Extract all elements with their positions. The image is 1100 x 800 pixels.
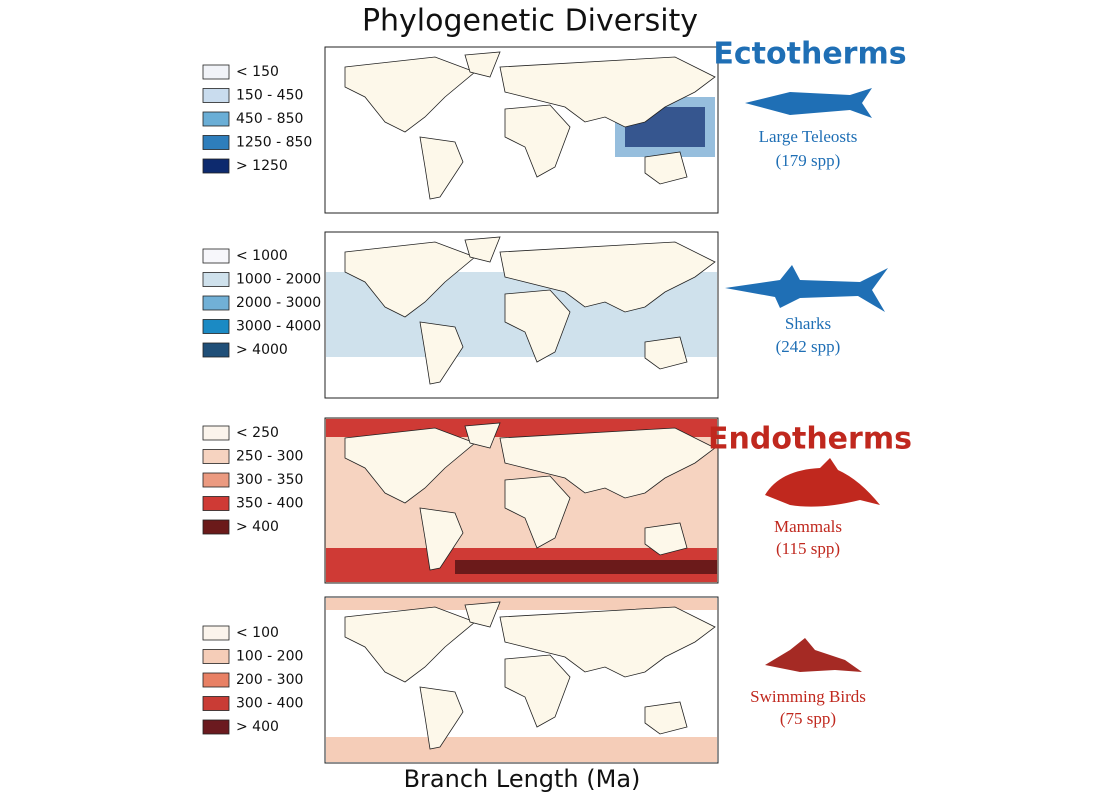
legend-swatch	[202, 88, 230, 103]
legend-label: 1000 - 2000	[236, 272, 321, 288]
legend-swatch	[202, 158, 230, 174]
legend-label: 3000 - 4000	[236, 319, 321, 335]
bird-icon	[765, 638, 862, 672]
legend-swatch	[202, 672, 230, 688]
map	[324, 596, 719, 764]
legend-swatch	[202, 496, 230, 511]
legend-swatch	[202, 625, 230, 641]
taxon-name: Swimming Birds	[750, 687, 866, 706]
taxon-name: Mammals	[774, 517, 842, 536]
fish-icon	[745, 88, 872, 118]
legend-swatch	[202, 64, 230, 80]
legend-label: 100 - 200	[236, 649, 303, 665]
legend-label: 450 - 850	[236, 111, 303, 127]
legend-swatch	[202, 519, 230, 535]
taxon-name: Large Teleosts	[759, 127, 858, 146]
legend-label: 2000 - 3000	[236, 295, 321, 311]
map	[324, 417, 719, 584]
legend-swatch	[202, 342, 230, 358]
legend-label: > 400	[236, 519, 279, 535]
legend-label: > 400	[236, 719, 279, 735]
title: Phylogenetic Diversity	[362, 4, 698, 39]
legend-label: < 150	[236, 64, 279, 80]
legend-swatch	[202, 649, 230, 664]
legend-swatch	[202, 111, 230, 127]
species-count: (179 spp)	[776, 151, 841, 170]
group-heading: Endotherms	[708, 422, 912, 457]
legend-swatch	[202, 135, 230, 150]
legend-swatch	[202, 719, 230, 735]
dolphin-icon	[765, 458, 880, 507]
legend-label: > 4000	[236, 342, 288, 358]
legend-label: 350 - 400	[236, 496, 303, 512]
x-label: Branch Length (Ma)	[404, 765, 641, 793]
legend-swatch	[202, 319, 230, 334]
legend-swatch	[202, 696, 230, 711]
legend-label: 300 - 350	[236, 472, 303, 488]
legend-label: < 100	[236, 625, 279, 641]
species-count: (75 spp)	[780, 709, 836, 728]
legend-label: 300 - 400	[236, 696, 303, 712]
species-count: (242 spp)	[776, 337, 841, 356]
shark-icon	[725, 265, 888, 312]
group-heading: Ectotherms	[713, 37, 906, 72]
map	[324, 46, 719, 214]
taxon-name: Sharks	[785, 314, 831, 333]
map	[324, 231, 719, 399]
legend-label: < 250	[236, 425, 279, 441]
legend-swatch	[202, 248, 230, 264]
legend-swatch	[202, 295, 230, 311]
legend-label: 1250 - 850	[236, 135, 312, 151]
legend-label: > 1250	[236, 158, 288, 174]
legend-swatch	[202, 449, 230, 464]
legend-label: 250 - 300	[236, 449, 303, 465]
legend-swatch	[202, 425, 230, 441]
legend-label: 200 - 300	[236, 672, 303, 688]
species-count: (115 spp)	[776, 539, 840, 558]
legend-label: 150 - 450	[236, 88, 303, 104]
legend-label: < 1000	[236, 248, 288, 264]
legend-swatch	[202, 472, 230, 488]
legend-swatch	[202, 272, 230, 287]
